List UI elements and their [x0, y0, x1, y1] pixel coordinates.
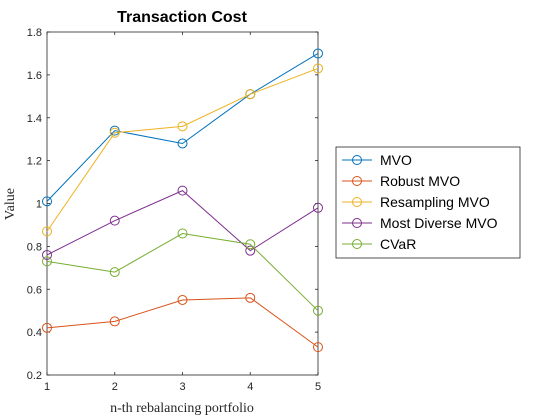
data-point-most-diverse-mvo: [109, 215, 120, 226]
y-axis-label: Value: [3, 188, 18, 220]
y-tick-label: 0.8: [27, 241, 42, 253]
data-point-robust-mvo: [313, 342, 323, 353]
y-tick-label: 1.6: [27, 70, 42, 82]
data-point-most-diverse-mvo: [313, 202, 323, 213]
y-tick-label: 0.2: [27, 370, 42, 382]
legend-label-mvo: MVO: [380, 152, 412, 168]
x-tick-label: 3: [179, 381, 185, 393]
legend-marker-resampling-mvo: [352, 197, 362, 207]
y-tick-label: 0.4: [27, 327, 42, 339]
y-tick-label: 1.4: [27, 113, 42, 125]
series-line-mvo: [46, 53, 319, 202]
x-tick-label: 4: [247, 381, 253, 393]
data-point-most-diverse-mvo: [42, 249, 52, 260]
y-tick-label: 1.2: [27, 156, 42, 168]
legend-marker-most-diverse-mvo: [352, 218, 362, 228]
data-point-resampling-mvo: [109, 127, 120, 138]
legend-marker-robust-mvo: [352, 176, 362, 186]
x-tick-label: 5: [315, 381, 321, 393]
data-point-most-diverse-mvo: [177, 185, 188, 196]
series-line-most-diverse-mvo: [46, 190, 319, 256]
chart-title: Transaction Cost: [117, 9, 247, 26]
data-point-most-diverse-mvo: [245, 245, 256, 256]
legend-marker-cvar: [352, 239, 362, 249]
series-line-resampling-mvo: [46, 67, 319, 232]
legend-label-cvar: CVaR: [380, 236, 416, 252]
data-point-mvo: [177, 138, 188, 149]
data-point-resampling-mvo: [42, 226, 52, 237]
data-point-resampling-mvo: [245, 89, 256, 100]
legend-marker-mvo: [352, 155, 362, 165]
data-point-resampling-mvo: [177, 121, 188, 132]
data-point-cvar: [42, 256, 52, 267]
data-point-robust-mvo: [245, 292, 256, 303]
y-tick-label: 1.8: [27, 27, 42, 39]
data-point-cvar: [245, 239, 256, 250]
y-tick-label: 0.6: [27, 284, 42, 296]
data-point-robust-mvo: [109, 316, 120, 327]
plot-frame: [46, 31, 319, 376]
legend-label-most-diverse-mvo: Most Diverse MVO: [380, 215, 498, 231]
y-tick-label: 1: [36, 199, 42, 211]
x-tick-label: 2: [112, 381, 118, 393]
plot-area: 1 2 3 4 5 0.2 0.4 0.6 0.8 1 1.2 1.4 1.6 1.8: [27, 27, 323, 393]
series-line-robust-mvo: [46, 297, 319, 348]
x-tick-label: 1: [44, 381, 50, 393]
data-point-robust-mvo: [42, 322, 52, 333]
legend: MVO Robust MVO Resampling MVO Most Diverse …: [335, 146, 521, 259]
data-point-mvo: [313, 48, 323, 59]
data-point-resampling-mvo: [313, 63, 323, 74]
data-point-cvar: [177, 228, 188, 239]
data-point-mvo: [42, 196, 52, 207]
data-point-robust-mvo: [177, 294, 188, 305]
legend-label-robust-mvo: Robust MVO: [380, 173, 460, 189]
legend-label-resampling-mvo: Resampling MVO: [380, 194, 490, 210]
data-point-cvar: [109, 267, 120, 278]
series-line-cvar: [46, 232, 319, 312]
x-axis-label: n-th rebalancing portfolio: [110, 401, 254, 416]
data-point-cvar: [313, 305, 323, 316]
